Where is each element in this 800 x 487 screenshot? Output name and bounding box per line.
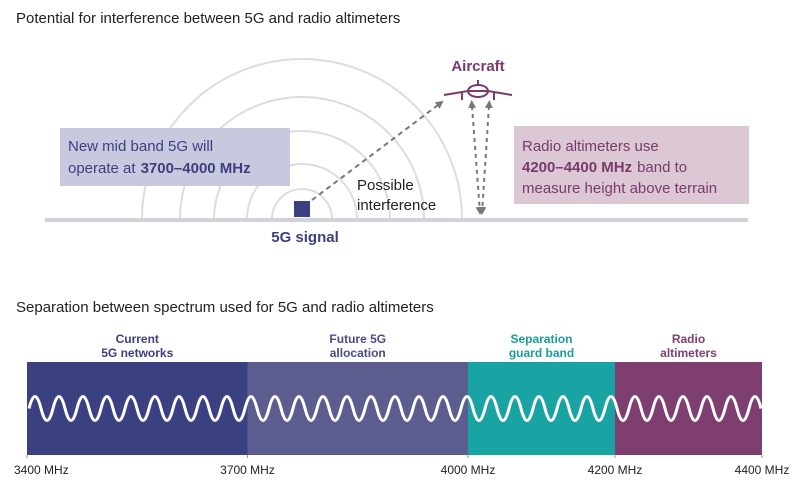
band-label: 5G networks [101,346,173,360]
callout-altimeter: Radio altimeters use [522,138,659,155]
text: 3700–4000 MHz [141,160,251,177]
aircraft-label: Aircraft [451,58,504,75]
tower [294,201,310,217]
callout-altimeter: measure height above terrain [522,180,717,197]
band-label: Radio [672,332,705,346]
tick-label: 3400 MHz [14,463,69,477]
callout-altimeter-box [514,126,749,204]
callout-altimeter: 4200–4400 MHz band to [522,159,687,176]
tick-label: 4000 MHz [441,463,496,477]
band-label: Future 5G [329,332,386,346]
band-label: altimeters [660,346,717,360]
signal-label: 5G signal [271,229,339,246]
band [247,362,468,455]
altimeter-arrow [478,100,493,215]
altimeter-arrow [468,100,484,215]
aircraft-icon [443,80,513,100]
text: operate at [68,160,136,177]
band-label: Current [116,332,159,346]
wave [27,395,763,422]
band [468,362,615,455]
band-label: Separation [510,332,572,346]
title: Potential for interference between 5G an… [16,10,400,27]
text: 4200–4400 MHz [522,159,632,176]
interference-arrow [311,100,444,201]
tick-label: 4200 MHz [588,463,643,477]
tick-label: 3700 MHz [220,463,275,477]
callout-5g-box [60,128,290,186]
callout-5g: operate at 3700–4000 MHz [68,160,251,177]
interference-label: interference [357,197,436,214]
text: band to [637,159,687,176]
band-label: guard band [509,346,574,360]
band-label: allocation [330,346,386,360]
tick-label: 4400 MHz [735,463,790,477]
callout-5g: New mid band 5G will [68,138,213,155]
interference-label: Possible [357,177,414,194]
title: Separation between spectrum used for 5G … [16,299,434,316]
